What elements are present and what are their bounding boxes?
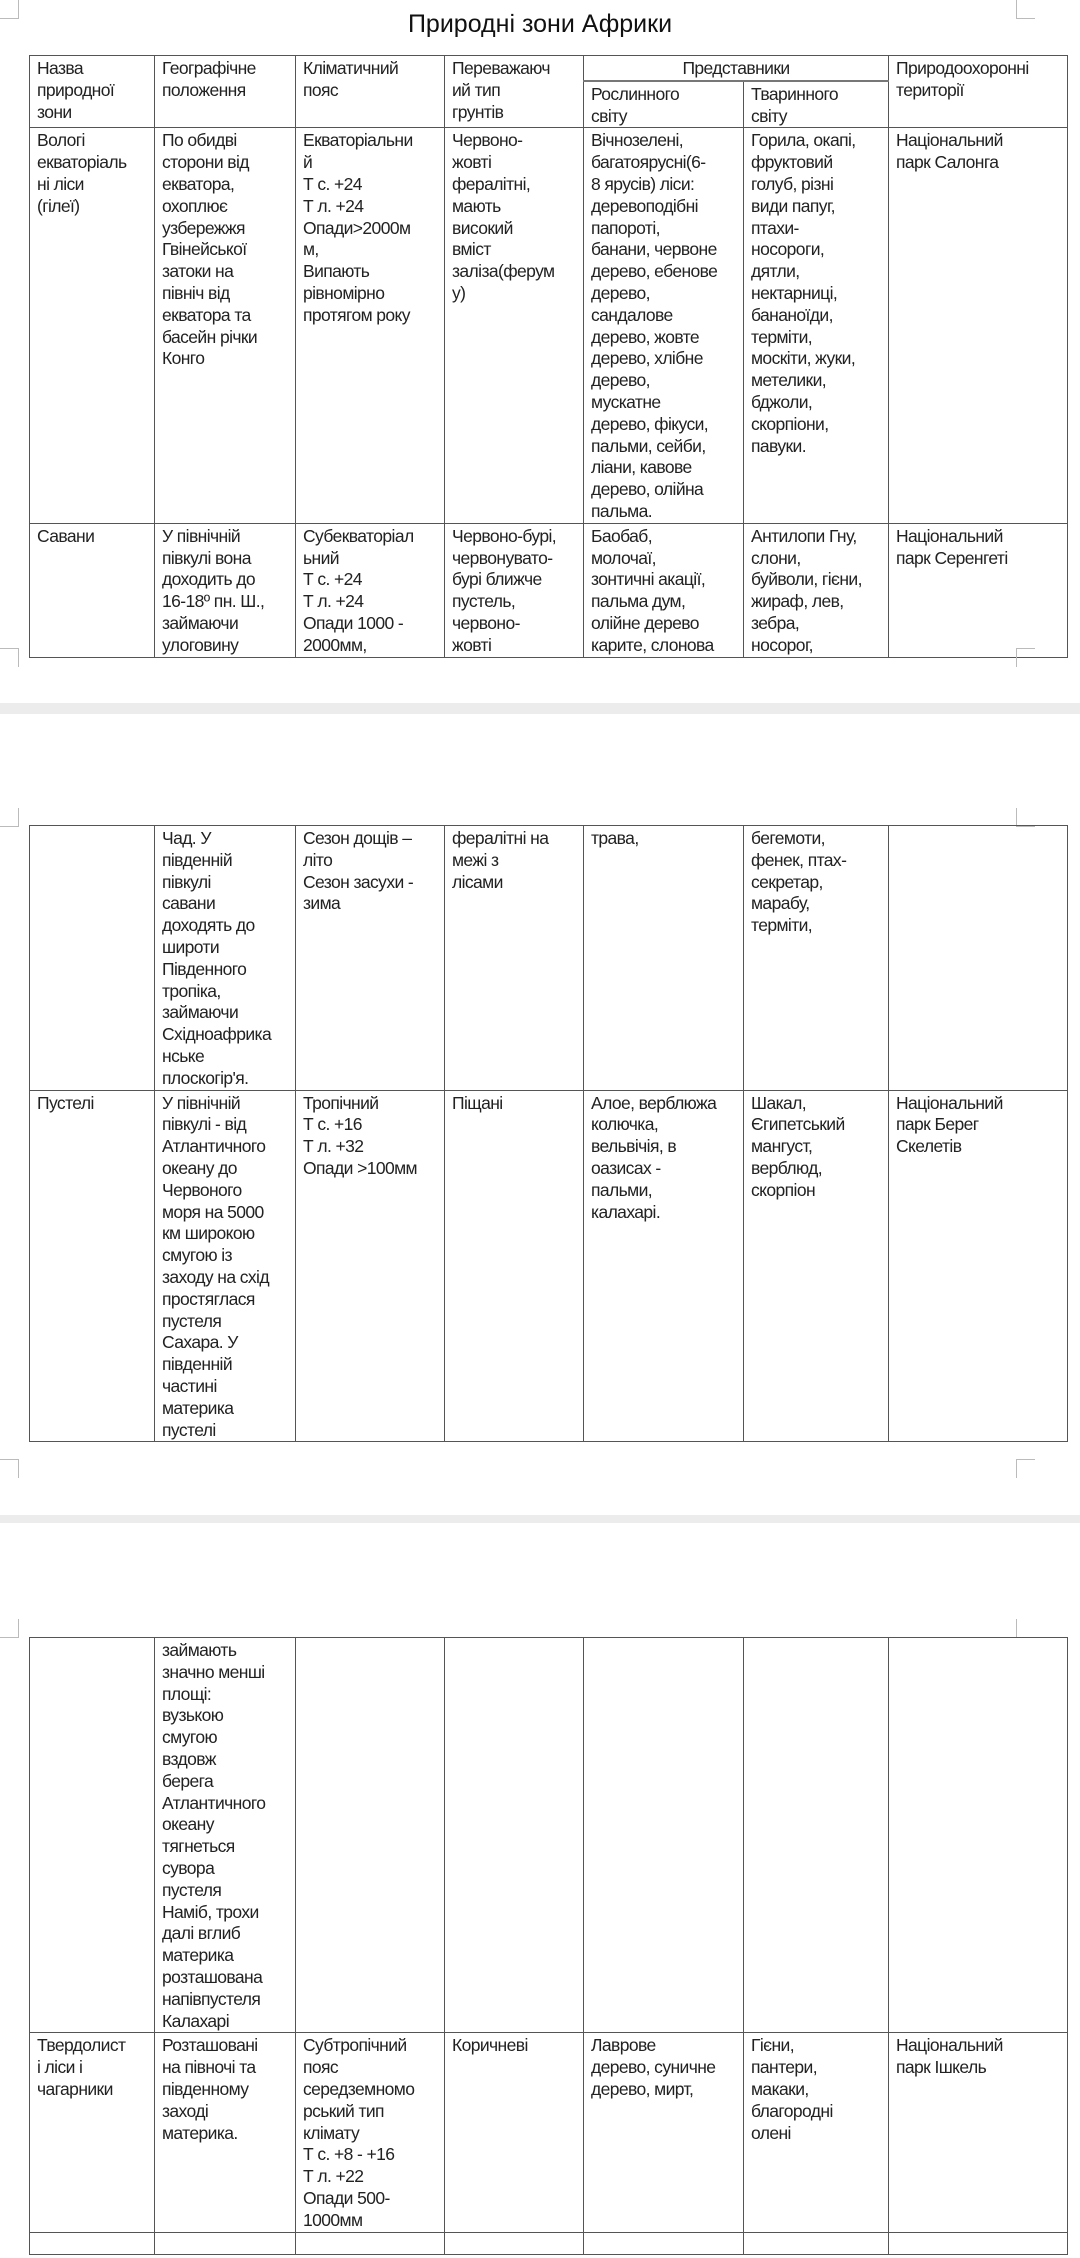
cell-geo-position: Розташовані на півночі та південному зах… [154, 2032, 296, 2233]
cell-protected-areas [888, 2231, 1068, 2255]
page-corner-mark [1016, 648, 1035, 667]
cell-zone-name [29, 825, 155, 1091]
cell-protected-areas: Національний парк Ішкель [888, 2032, 1068, 2233]
header-climate-belt: Кліматичний пояс [295, 54, 445, 129]
page-corner-mark [0, 0, 19, 19]
page-corner-mark [0, 1459, 19, 1478]
cell-soil-type: фералітні на межі з лісами [444, 825, 584, 1091]
cell-flora: Вічнозелені, багатоярусні(6- 8 ярусів) л… [583, 127, 744, 524]
cell-geo-position [154, 2231, 296, 2255]
cell-protected-areas: Національний парк Берег Скелетів [888, 1089, 1068, 1443]
cell-zone-name: Савани [29, 522, 155, 658]
cell-geo-position: По обидві сторони від екватора, охоплює … [154, 127, 296, 524]
cell-soil-type: Піщані [444, 1089, 584, 1443]
cell-fauna [743, 2231, 889, 2255]
page-corner-mark [1016, 1459, 1035, 1478]
header-geo-position: Географічне положення [154, 54, 296, 129]
cell-geo-position: Чад. У південній півкулі савани доходять… [154, 825, 296, 1091]
table-row: Чад. У південній півкулі савани доходять… [29, 825, 1068, 1091]
cell-climate-belt: Екваторіальни й Т с. +24 Т л. +24 Опади>… [295, 127, 445, 524]
cell-zone-name [29, 2231, 155, 2255]
cell-protected-areas: Національний парк Серенгеті [888, 522, 1069, 658]
cell-soil-type: Червоно- жовті фералітні, мають високий … [444, 127, 584, 524]
page-separator [0, 1515, 1080, 1523]
cell-climate-belt [295, 1636, 445, 2034]
cell-climate-belt: Сезон дощів – літо Сезон засухи - зима [295, 825, 445, 1091]
cell-zone-name [29, 1636, 155, 2034]
cell-climate-belt: Субтропічний пояс середземномо рський ти… [295, 2032, 445, 2233]
page-separator [0, 703, 1080, 714]
cell-flora: Лаврове дерево, суничне дерево, мирт, [583, 2032, 744, 2233]
cell-climate-belt: Субекваторіал ьний Т с. +24 Т л. +24 Опа… [295, 522, 445, 658]
page-corner-mark [0, 648, 19, 667]
zones-table-continued: займають значно менші площі: вузькою сму… [29, 1636, 1068, 2255]
page-1: Природні зони Африки Назва природної зон… [0, 0, 1080, 703]
header-flora: Рослинного світу [583, 79, 744, 129]
cell-flora [583, 2231, 744, 2255]
cell-geo-position: У північній півкулі - від Атлантичного о… [154, 1089, 296, 1443]
zones-table-continued: Чад. У південній півкулі савани доходять… [29, 825, 1068, 1443]
header-soil-type: Переважаюч ий тип грунтів [444, 54, 584, 129]
cell-fauna: Антилопи Гну, слони, буйволи, гієни, жир… [742, 522, 890, 658]
header-representatives: Представники [582, 54, 890, 82]
table-row: Савани У північній півкулі вона доходить … [29, 522, 1069, 658]
zones-table: Назва природної зони Географічне положен… [29, 54, 1069, 658]
cell-zone-name: Пустелі [29, 1089, 155, 1443]
cell-flora [583, 1636, 744, 2034]
header-zone-name: Назва природної зони [29, 54, 155, 129]
header-fauna: Тваринного світу [742, 79, 890, 129]
cell-fauna [743, 1636, 889, 2034]
page-corner-mark [1016, 1619, 1035, 1638]
page-3: займають значно менші площі: вузькою сму… [0, 1523, 1080, 2258]
cell-fauna: бегемоти, фенек, птах- секретар, марабу,… [743, 825, 889, 1091]
cell-geo-position: У північній півкулі вона доходить до 16-… [154, 522, 296, 658]
cell-fauna: Шакал, Єгипетський мангуст, верблюд, ско… [743, 1089, 889, 1443]
cell-soil-type [444, 1636, 584, 2034]
document-title: Природні зони Африки [407, 10, 673, 38]
cell-flora: трава, [583, 825, 744, 1091]
cell-flora: Алое, верблюжа колючка, вельвічія, в оаз… [583, 1089, 744, 1443]
table-row: Пустелі У північній півкулі - від Атланти… [29, 1089, 1068, 1443]
cell-fauna: Гієни, пантери, макаки, благородні олені [743, 2032, 889, 2233]
cell-geo-position: займають значно менші площі: вузькою сму… [154, 1636, 296, 2034]
cell-zone-name: Вологі екваторіаль ні ліси (гілеї) [29, 127, 155, 524]
cell-soil-type [444, 2231, 584, 2255]
cell-climate-belt: Тропічний Т с. +16 Т л. +32 Опади >100мм [295, 1089, 445, 1443]
page-corner-mark [0, 1619, 19, 1638]
cell-protected-areas [888, 1636, 1068, 2034]
cell-protected-areas [888, 825, 1068, 1091]
cell-soil-type: Коричневі [444, 2032, 584, 2233]
table-row [29, 2231, 1068, 2255]
page-2: Чад. У південній півкулі савани доходять… [0, 714, 1080, 1515]
cell-climate-belt [295, 2231, 445, 2255]
page-corner-mark [0, 808, 19, 827]
table-row: Вологі екваторіаль ні ліси (гілеї) По оби… [29, 127, 1069, 524]
cell-protected-areas: Національний парк Салонга [888, 127, 1069, 524]
cell-flora: Баобаб, молочаї, зонтичні акації, пальма… [583, 522, 744, 658]
table-row: Твердолист і ліси і чагарники Розташовані… [29, 2032, 1068, 2233]
cell-fauna: Горила, окапі, фруктовий голуб, різні ви… [742, 127, 890, 524]
table-row: займають значно менші площі: вузькою сму… [29, 1636, 1068, 2034]
page-corner-mark [1016, 0, 1035, 19]
cell-soil-type: Червоно-бурі, червонувато- бурі ближче п… [444, 522, 584, 658]
header-protected-areas: Природоохоронні території [888, 54, 1069, 129]
cell-zone-name: Твердолист і ліси і чагарники [29, 2032, 155, 2233]
